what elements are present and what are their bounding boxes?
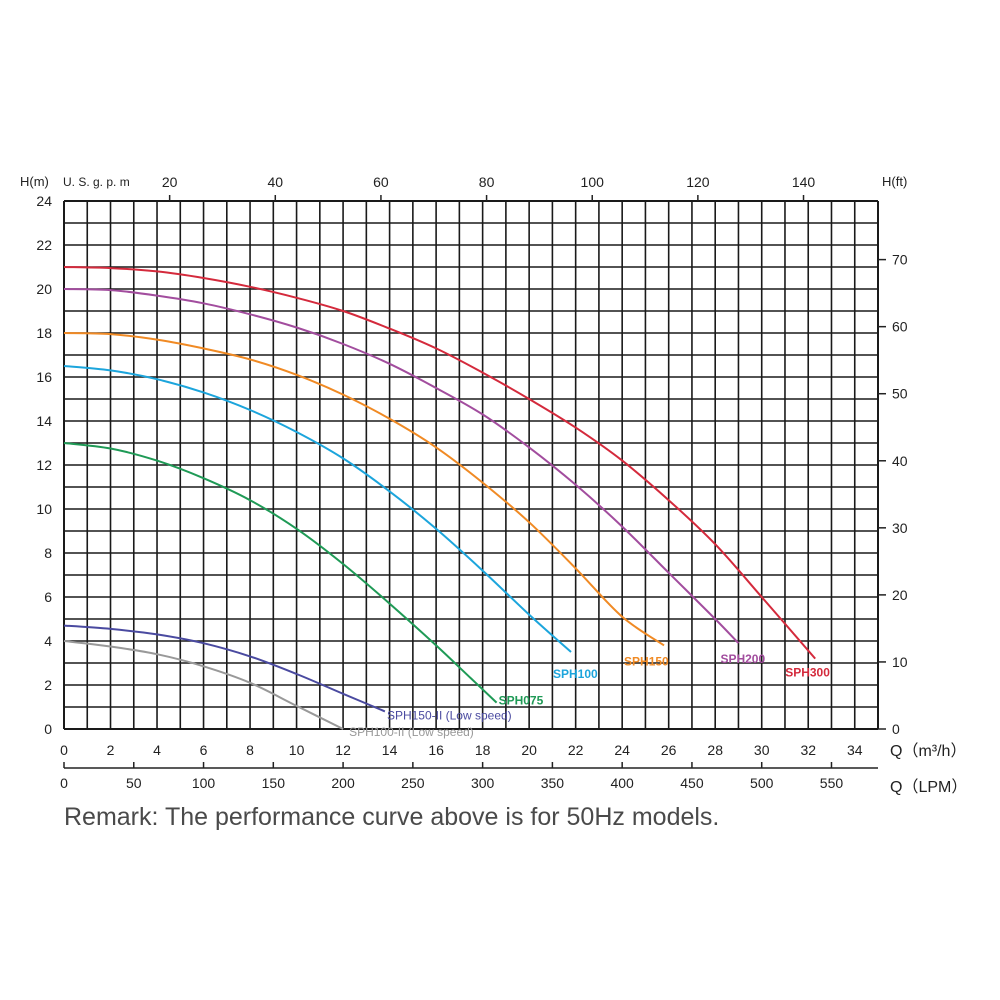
y-left-tick-label: 20	[36, 281, 52, 297]
y-right-tick-label: 30	[892, 520, 908, 536]
x-m3h-title-unit: m³/h	[918, 743, 950, 760]
y-right-tick-label: 50	[892, 386, 908, 402]
top-tick-label: 140	[792, 174, 816, 190]
y-left-axis-title: H(m)	[20, 174, 49, 189]
x-m3h-tick-label: 34	[847, 742, 863, 758]
y-left-tick-label: 8	[44, 545, 52, 561]
series-label: SPH075	[499, 694, 544, 708]
top-axis-title: U. S. g. p. m	[63, 175, 130, 189]
y-right-tick-label: 0	[892, 721, 900, 737]
y-left-tick-label: 14	[36, 413, 52, 429]
y-left-tick-label: 24	[36, 193, 52, 209]
series-labels: SPH300 SPH200 SPH150 SPH100 SPH075SPH150-II …	[349, 652, 830, 739]
series-curve-2	[63, 332, 665, 647]
x-lpm-tick-label: 350	[541, 775, 565, 791]
x-m3h-tick-label: 4	[153, 742, 161, 758]
series-curve-3	[63, 365, 572, 653]
y-left-tick-label: 16	[36, 369, 52, 385]
x-m3h-tick-label: 6	[200, 742, 208, 758]
y-left-tick-label: 4	[44, 633, 52, 649]
y-left-tick-label: 12	[36, 457, 52, 473]
top-tick-label: 20	[162, 174, 178, 190]
series-label: SPH200	[720, 652, 765, 666]
x-m3h-tick-label: 22	[568, 742, 584, 758]
x-lpm-tick-label: 50	[126, 775, 142, 791]
y-right-axis-title: H(ft)	[882, 174, 907, 189]
series-curve-1	[63, 288, 740, 644]
series-label: SPH150-II (Low speed)	[387, 708, 512, 722]
x-m3h-title-prefix: Q（	[890, 742, 918, 760]
x-lpm-tick-label: 0	[60, 775, 68, 791]
y-right-tick-label: 20	[892, 587, 908, 603]
grid	[63, 200, 879, 730]
y-left-tick-label: 0	[44, 721, 52, 737]
series-label: SPH100	[553, 667, 598, 681]
y-right-tick-label: 70	[892, 252, 908, 268]
x-m3h-tick-label: 10	[289, 742, 305, 758]
x-m3h-tick-label: 20	[521, 742, 537, 758]
x-lpm-tick-label: 200	[331, 775, 355, 791]
x-m3h-tick-label: 16	[428, 742, 444, 758]
x-m3h-axis-title: Q（m³/h）	[890, 742, 966, 760]
y-left-tick-label: 18	[36, 325, 52, 341]
y-left-tick-label: 2	[44, 677, 52, 693]
x-m3h-tick-label: 24	[614, 742, 630, 758]
y-left-tick-label: 10	[36, 501, 52, 517]
series-curve-0	[63, 266, 816, 660]
x-lpm-tick-label: 550	[820, 775, 844, 791]
x-m3h-tick-label: 26	[661, 742, 677, 758]
x-m3h-title-suffix: ）	[950, 742, 966, 760]
series-label: SPH150	[624, 654, 669, 668]
y-right-tick-label: 40	[892, 453, 908, 469]
x-lpm-tick-label: 100	[192, 775, 216, 791]
x-m3h-tick-label: 12	[335, 742, 351, 758]
series-curve-5	[63, 624, 386, 713]
x-m3h-tick-label: 18	[475, 742, 491, 758]
x-m3h-tick-label: 28	[707, 742, 723, 758]
x-lpm-axis-title: Q（LPM）	[890, 778, 967, 796]
top-tick-label: 60	[373, 174, 389, 190]
x-lpm-tick-label: 150	[262, 775, 286, 791]
top-tick-label: 120	[686, 174, 710, 190]
x-lpm-tick-label: 250	[401, 775, 425, 791]
series-label: SPH300	[785, 666, 830, 680]
top-tick-label: 100	[581, 174, 605, 190]
y-right-tick-label: 10	[892, 654, 908, 670]
top-tick-label: 80	[479, 174, 495, 190]
x-m3h-tick-label: 32	[800, 742, 816, 758]
x-m3h-tick-label: 2	[107, 742, 115, 758]
y-left-tick-label: 6	[44, 589, 52, 605]
y-left-tick-label: 22	[36, 237, 52, 253]
series-curve-4	[63, 442, 498, 704]
x-m3h-tick-label: 14	[382, 742, 398, 758]
x-m3h-tick-label: 30	[754, 742, 770, 758]
y-right-tick-label: 60	[892, 319, 908, 335]
remark-note: Remark: The performance curve above is f…	[64, 803, 720, 831]
top-tick-label: 40	[268, 174, 284, 190]
x-lpm-tick-label: 400	[610, 775, 634, 791]
x-lpm-tick-label: 500	[750, 775, 774, 791]
curves	[63, 266, 816, 730]
x-m3h-tick-label: 0	[60, 742, 68, 758]
series-label: SPH100-II (Low speed)	[349, 725, 474, 739]
x-m3h-tick-label: 8	[246, 742, 254, 758]
series-curve-6	[63, 640, 344, 730]
x-lpm-tick-label: 300	[471, 775, 495, 791]
x-lpm-tick-label: 450	[680, 775, 704, 791]
